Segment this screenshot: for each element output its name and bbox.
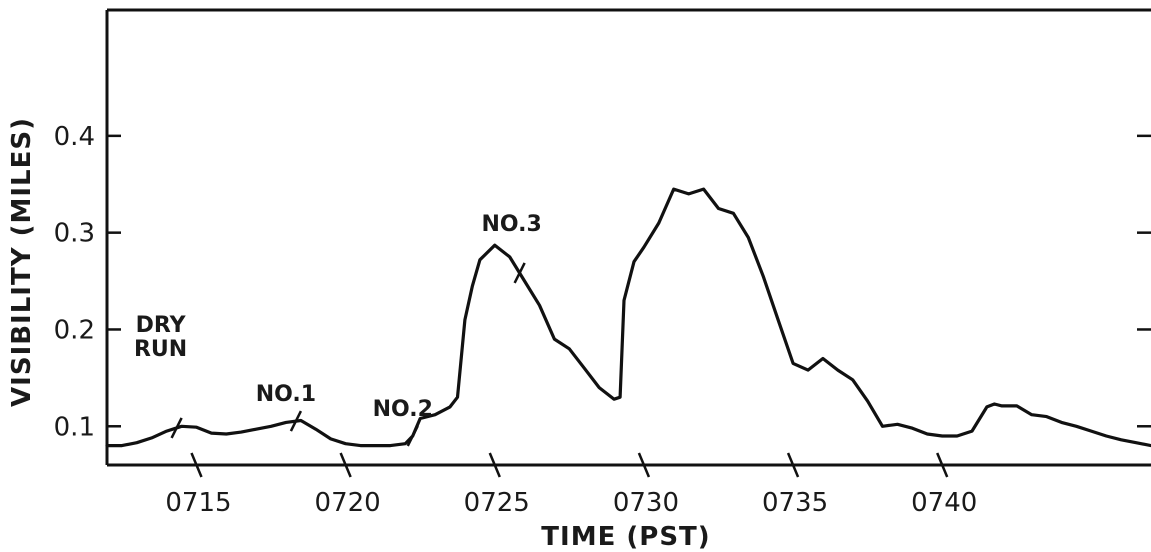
plot-frame <box>105 8 1151 467</box>
x-tick-label: 0735 <box>762 488 828 518</box>
x-tick-label: 0715 <box>165 488 231 518</box>
x-tick <box>488 452 501 478</box>
x-tick <box>786 452 800 478</box>
y-tick-label: 0.1 <box>54 412 95 442</box>
y-ticks: 0.1 0.2 0.3 0.4 <box>54 122 1151 442</box>
run-marker <box>289 410 303 432</box>
y-tick-label: 0.4 <box>54 122 95 152</box>
visibility-line <box>105 187 1151 448</box>
x-tick-label: 0720 <box>315 488 381 518</box>
y-tick-label: 0.3 <box>54 219 95 249</box>
x-tick-label: 0730 <box>613 488 679 518</box>
x-tick <box>190 452 203 478</box>
x-tick-label: 0725 <box>464 488 530 518</box>
run-label: RUN <box>134 337 187 362</box>
y-axis-title: VISIBILITY (MILES) <box>7 117 37 407</box>
run-label: NO.2 <box>373 397 433 422</box>
y-tick-label: 0.2 <box>54 315 95 345</box>
x-tick <box>339 452 352 478</box>
x-tick <box>936 452 949 478</box>
run-label: DRY <box>136 313 187 338</box>
run-marker <box>513 262 526 284</box>
run-marker <box>406 425 419 447</box>
run-label: NO.1 <box>256 382 316 407</box>
x-tick-label: 0740 <box>911 488 977 518</box>
run-label: NO.3 <box>481 212 541 237</box>
x-ticks: 0715 0720 0725 0730 0735 0740 <box>165 452 977 518</box>
x-axis-title: TIME (PST) <box>541 522 710 552</box>
x-tick <box>637 452 651 478</box>
run-marker <box>170 417 183 439</box>
